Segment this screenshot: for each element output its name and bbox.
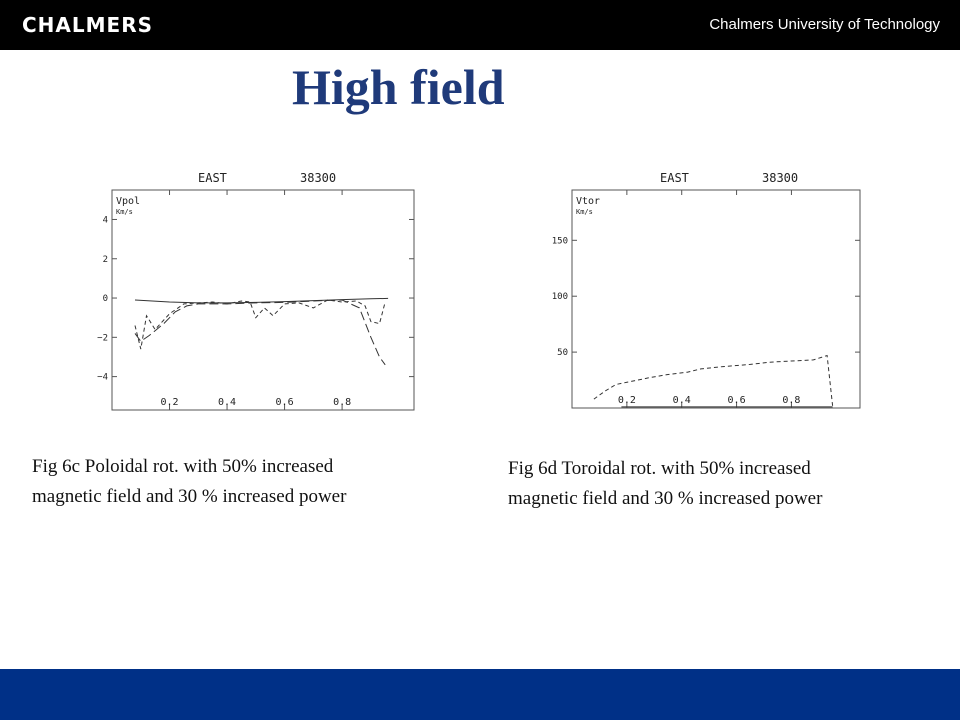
x-tick-label: 0.4 <box>218 397 236 408</box>
caption-line: Fig 6c Poloidal rot. with 50% increased <box>32 456 334 477</box>
slide-title: High field <box>292 59 505 115</box>
y-tick-label: 50 <box>557 348 568 358</box>
chart-title: EAST <box>198 171 227 185</box>
y-axis-unit: Km/s <box>116 208 133 216</box>
series-line-dashed <box>134 299 386 350</box>
y-tick-label: 4 <box>103 215 108 225</box>
caption-line: magnetic field and 30 % increased power <box>508 488 823 509</box>
caption-right: Fig 6d Toroidal rot. with 50% increased … <box>508 454 948 514</box>
x-tick-label: 0.6 <box>728 395 746 406</box>
y-axis-unit: Km/s <box>576 208 593 216</box>
y-tick-label: 150 <box>552 236 568 246</box>
y-tick-label: 0 <box>103 294 108 304</box>
x-tick-label: 0.4 <box>673 395 691 406</box>
caption-left: Fig 6c Poloidal rot. with 50% increased … <box>32 452 472 512</box>
series-line-solid <box>134 297 389 304</box>
x-tick-label: 0.8 <box>782 395 800 406</box>
university-name: Chalmers University of Technology <box>709 16 940 33</box>
y-axis-label: Vtor <box>576 196 600 207</box>
x-tick-label: 0.8 <box>333 397 351 408</box>
vtor-chart: EAST 38300 Vtor Km/s 150 100 50 0.2 0.4 0.6 0… <box>552 171 861 409</box>
vpol-chart: EAST 38300 Vpol Km/s 4 2 0 −2 −4 0.2 0.4 0.6 0.… <box>97 171 415 411</box>
chart-title: EAST <box>660 171 689 185</box>
y-tick-label: 100 <box>552 292 568 302</box>
y-axis-label: Vpol <box>116 196 140 207</box>
plot-frame <box>111 189 415 411</box>
x-tick-label: 0.2 <box>160 397 178 408</box>
series-line-dashed <box>593 354 834 406</box>
chart-shot: 38300 <box>762 171 798 185</box>
caption-line: magnetic field and 30 % increased power <box>32 486 347 507</box>
x-tick-label: 0.6 <box>276 397 294 408</box>
chalmers-logo: CHALMERS <box>22 13 154 37</box>
series-line-longdash <box>134 299 386 366</box>
bottom-bar <box>0 669 960 720</box>
top-bar: CHALMERS Chalmers University of Technolo… <box>0 0 960 50</box>
x-tick-label: 0.2 <box>618 395 636 406</box>
caption-line: Fig 6d Toroidal rot. with 50% increased <box>508 458 811 479</box>
y-tick-label: −4 <box>97 373 108 383</box>
y-tick-label: 2 <box>103 255 108 265</box>
plot-frame <box>571 189 861 409</box>
chart-shot: 38300 <box>300 171 336 185</box>
y-tick-label: −2 <box>97 333 108 343</box>
